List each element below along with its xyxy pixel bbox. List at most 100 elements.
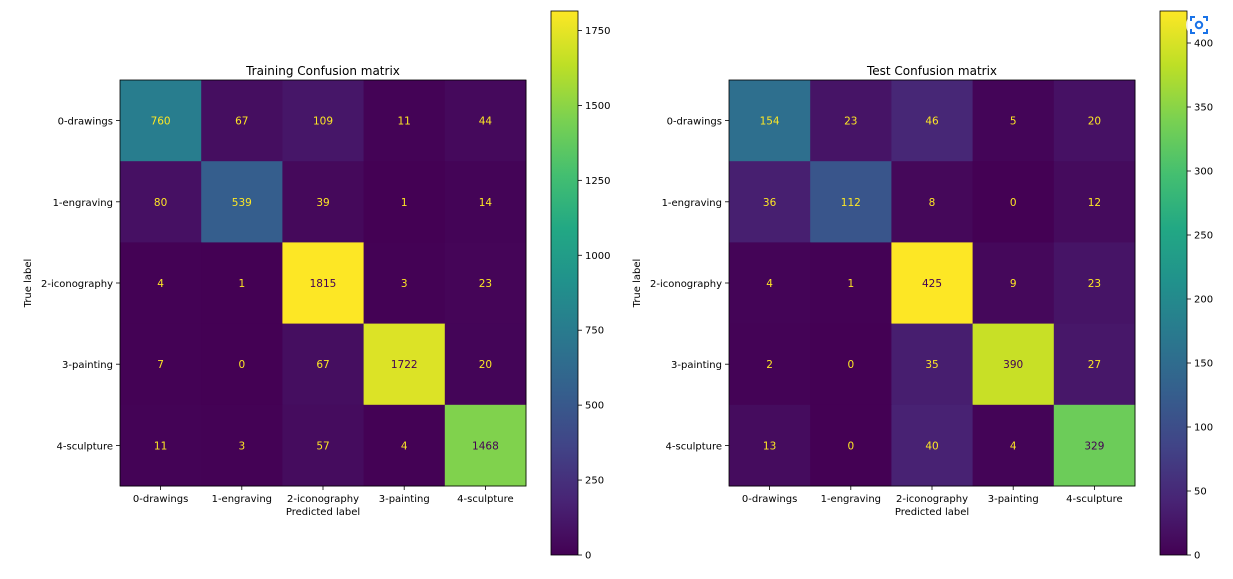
heatmap-cell <box>363 80 446 162</box>
cell-value-label: 1 <box>847 278 854 290</box>
y-tick-label: 3-painting <box>671 360 722 371</box>
cell-value-label: 44 <box>479 116 493 128</box>
cell-value-label: 11 <box>398 116 411 128</box>
heatmap-cell <box>282 323 365 406</box>
x-axis-label: Predicted label <box>895 507 969 518</box>
colorbar-tick-label: 350 <box>1194 103 1213 114</box>
cell-value-label: 4 <box>766 278 773 290</box>
cell-value-label: 1 <box>238 278 245 290</box>
heatmap-cell <box>282 161 365 243</box>
cell-value-label: 39 <box>316 197 329 209</box>
heatmap-cell <box>201 404 283 487</box>
y-tick-label: 2-iconography <box>41 279 113 290</box>
heatmap-cell <box>1053 161 1136 243</box>
heatmap-cell <box>282 404 365 487</box>
x-axis-label: Predicted label <box>286 507 360 518</box>
x-tick-label: 2-iconography <box>896 494 968 505</box>
colorbar-tick-label: 250 <box>585 476 604 487</box>
cell-value-label: 1 <box>401 197 408 209</box>
cell-value-label: 36 <box>763 197 777 209</box>
cell-value-label: 35 <box>925 359 938 371</box>
y-tick-label: 4-sculpture <box>57 441 113 452</box>
heatmap-cell <box>810 404 892 487</box>
cell-value-label: 46 <box>925 116 939 128</box>
x-tick-label: 3-painting <box>379 494 430 505</box>
chart-title: Training Confusion matrix <box>245 64 400 78</box>
y-tick-label: 0-drawings <box>58 117 113 128</box>
colorbar <box>1160 11 1187 555</box>
colorbar-tick-label: 500 <box>585 401 604 412</box>
colorbar-tick-label: 1500 <box>585 101 610 112</box>
cell-value-label: 0 <box>238 359 245 371</box>
y-tick-label: 1-engraving <box>662 198 722 209</box>
colorbar <box>551 11 578 555</box>
y-tick-label: 4-sculpture <box>666 441 722 452</box>
cell-value-label: 14 <box>479 197 493 209</box>
heatmap-cell <box>201 80 283 162</box>
lens-icon[interactable] <box>1186 12 1212 38</box>
cell-value-label: 329 <box>1084 440 1104 452</box>
cell-value-label: 80 <box>154 197 167 209</box>
colorbar-tick-label: 250 <box>1194 231 1213 242</box>
y-tick-label: 0-drawings <box>667 117 722 128</box>
colorbar-tick-label: 1250 <box>585 176 610 187</box>
heatmap-cell <box>891 161 974 243</box>
heatmap-cell <box>891 80 974 162</box>
colorbar-tick-label: 100 <box>1194 423 1213 434</box>
y-axis-label: True label <box>23 259 34 309</box>
heatmap-cell <box>120 404 202 487</box>
heatmap-cell <box>810 80 892 162</box>
cell-value-label: 1815 <box>310 278 337 290</box>
x-tick-label: 2-iconography <box>287 494 359 505</box>
cell-value-label: 2 <box>766 359 773 371</box>
cell-value-label: 5 <box>1010 116 1017 128</box>
heatmap-cell <box>282 242 365 325</box>
cell-value-label: 1468 <box>472 440 499 452</box>
heatmap-cell <box>1053 323 1136 406</box>
cell-value-label: 1722 <box>391 359 418 371</box>
heatmap-cell <box>363 323 446 406</box>
heatmap-cell <box>729 404 811 487</box>
heatmap-cell <box>120 80 202 162</box>
cell-value-label: 57 <box>316 440 329 452</box>
colorbar-frame <box>1159 10 1188 556</box>
colorbar-tick-label: 400 <box>1194 39 1213 50</box>
heatmap-cell <box>282 80 365 162</box>
heatmap-cell <box>363 242 446 325</box>
heatmap-cell <box>729 242 811 325</box>
cell-value-label: 67 <box>235 116 248 128</box>
cell-value-label: 3 <box>238 440 245 452</box>
colorbar-tick-label: 1750 <box>585 26 610 37</box>
heatmap-cell <box>201 323 283 406</box>
cell-value-label: 390 <box>1003 359 1023 371</box>
heatmap-cell <box>972 404 1055 487</box>
cell-value-label: 4 <box>401 440 408 452</box>
heatmap-cell <box>891 323 974 406</box>
heatmap-cell <box>444 80 527 162</box>
heatmap-cell <box>120 242 202 325</box>
colorbar-tick-label: 50 <box>1194 487 1207 498</box>
heatmap-cell <box>201 161 283 243</box>
heatmap-cell <box>729 161 811 243</box>
heatmap-cell <box>891 242 974 325</box>
cell-value-label: 539 <box>232 197 252 209</box>
colorbar-tick-label: 750 <box>585 326 604 337</box>
cell-value-label: 109 <box>313 116 333 128</box>
y-tick-label: 1-engraving <box>53 198 113 209</box>
cell-value-label: 760 <box>151 116 171 128</box>
heatmap-cell <box>810 242 892 325</box>
x-tick-label: 1-engraving <box>212 494 272 505</box>
cell-value-label: 12 <box>1088 197 1101 209</box>
cell-value-label: 3 <box>401 278 408 290</box>
x-tick-label: 3-painting <box>988 494 1039 505</box>
cell-value-label: 23 <box>844 116 857 128</box>
heatmap-cell <box>810 323 892 406</box>
heatmap-cell <box>444 404 527 487</box>
cell-value-label: 0 <box>1010 197 1017 209</box>
heatmap-cell <box>972 161 1055 243</box>
heatmap-cell <box>363 161 446 243</box>
x-tick-label: 1-engraving <box>821 494 881 505</box>
